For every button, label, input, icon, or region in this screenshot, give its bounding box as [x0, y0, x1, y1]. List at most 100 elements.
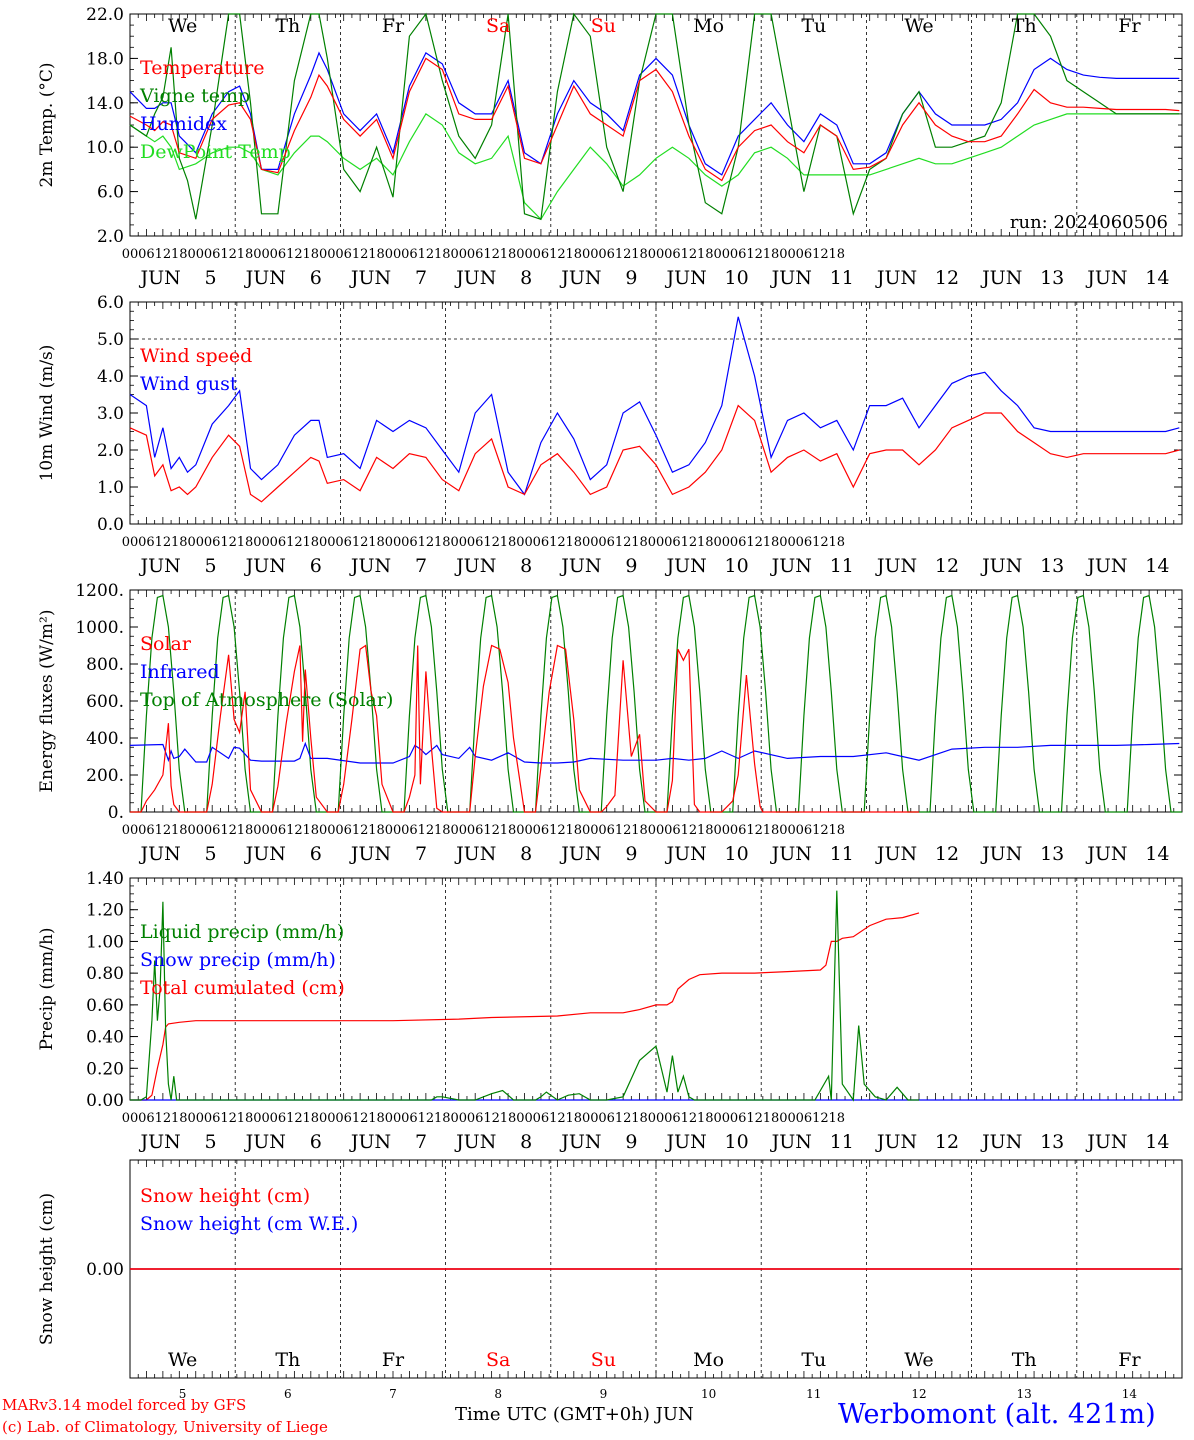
hour-label: 00	[516, 535, 533, 550]
hour-label: 12	[352, 535, 369, 550]
date-label: 14	[1122, 1387, 1138, 1401]
y-axis-label: Precip (mm/h)	[37, 927, 57, 1050]
date-label: 10	[725, 555, 749, 577]
hour-label: 00	[187, 1111, 204, 1126]
date-label: 12	[935, 843, 959, 865]
hour-label: 12	[220, 1111, 237, 1126]
date-label: 14	[1145, 1131, 1169, 1153]
hour-label: 00	[648, 1111, 665, 1126]
legend-entry: Top of Atmosphere (Solar)	[140, 689, 393, 711]
series-wind-gust	[129, 316, 1180, 496]
date-label: 11	[830, 555, 854, 577]
hour-label: 00	[582, 1111, 599, 1126]
hour-label: 06	[138, 1111, 155, 1126]
hour-label: 12	[220, 535, 237, 550]
hour-label: 00	[779, 535, 796, 550]
hour-label: 12	[352, 247, 369, 262]
y-tick-label: 1200.	[75, 581, 124, 601]
y-tick-label: 4.0	[97, 367, 124, 387]
date-label: 14	[1145, 267, 1169, 289]
hour-label: 12	[155, 247, 172, 262]
hour-label: 06	[204, 247, 221, 262]
date-label: 13	[1040, 843, 1064, 865]
y-tick-label: 3.0	[97, 404, 124, 424]
hour-label: 00	[122, 247, 139, 262]
hour-label: 12	[812, 535, 829, 550]
y-axis-label: Energy fluxes (W/m²)	[37, 610, 57, 793]
month-label: JUN	[559, 267, 601, 289]
hour-label: 06	[467, 535, 484, 550]
legend-entry: Snow height (cm W.E.)	[140, 1213, 358, 1235]
hour-label: 18	[368, 1111, 385, 1126]
hour-label: 00	[713, 1111, 730, 1126]
month-label: JUN	[454, 1131, 496, 1153]
hour-label: 12	[418, 1111, 435, 1126]
hour-label: 18	[303, 823, 320, 838]
month-label: JUN	[770, 1131, 812, 1153]
date-label: 9	[625, 555, 637, 577]
hour-label: 00	[450, 535, 467, 550]
y-tick-label: 1.40	[86, 869, 124, 889]
date-label: 5	[179, 1387, 187, 1401]
hour-label: 18	[237, 823, 254, 838]
month-label: JUN	[244, 267, 286, 289]
date-label: 9	[625, 267, 637, 289]
hour-label: 12	[746, 823, 763, 838]
month-label: JUN	[349, 267, 391, 289]
hour-label: 18	[368, 247, 385, 262]
hour-label: 00	[253, 247, 270, 262]
hour-label: 00	[779, 1111, 796, 1126]
hour-label: 00	[779, 823, 796, 838]
date-label: 10	[701, 1387, 716, 1401]
day-name: Fr	[1118, 1349, 1141, 1371]
hour-label: 12	[812, 247, 829, 262]
hour-label: 06	[598, 535, 615, 550]
hour-label: 06	[467, 823, 484, 838]
month-label: JUN	[770, 843, 812, 865]
hour-label: 00	[253, 823, 270, 838]
hour-label: 12	[549, 247, 566, 262]
hour-label: 06	[730, 1111, 747, 1126]
hour-label: 00	[516, 823, 533, 838]
day-name: Su	[591, 15, 616, 37]
series-humidex	[129, 51, 1180, 176]
date-label: 7	[415, 267, 427, 289]
month-label: JUN	[1085, 267, 1127, 289]
hour-label: 00	[319, 823, 336, 838]
hour-label: 12	[418, 247, 435, 262]
legend-entry: Infrared	[140, 661, 220, 683]
date-label: 12	[911, 1387, 926, 1401]
date-label: 5	[205, 267, 217, 289]
y-tick-label: 0.00	[86, 1260, 124, 1280]
hour-label: 06	[335, 1111, 352, 1126]
date-label: 8	[520, 843, 532, 865]
month-label: JUN	[664, 1131, 706, 1153]
y-tick-label: 14.0	[86, 94, 124, 114]
hour-label: 12	[352, 823, 369, 838]
date-label: 11	[830, 267, 854, 289]
y-tick-label: 10.0	[86, 138, 124, 158]
y-axis-label: 10m Wind (m/s)	[37, 345, 57, 482]
hour-label: 12	[418, 535, 435, 550]
hour-label: 18	[566, 535, 583, 550]
month-label: JUN	[875, 1131, 917, 1153]
hour-label: 06	[796, 535, 813, 550]
hour-label: 06	[796, 823, 813, 838]
y-tick-label: 0.00	[86, 1091, 124, 1111]
day-name: Th	[1012, 1349, 1037, 1371]
hour-label: 12	[746, 1111, 763, 1126]
date-label: 13	[1040, 555, 1064, 577]
station-name: Werbomont (alt. 421m)	[838, 1399, 1156, 1430]
hour-label: 18	[763, 1111, 780, 1126]
hour-label: 06	[270, 535, 287, 550]
hour-label: 12	[615, 247, 632, 262]
hour-label: 18	[829, 823, 846, 838]
hour-label: 18	[500, 823, 517, 838]
hour-label: 12	[286, 823, 303, 838]
month-label: JUN	[875, 267, 917, 289]
y-tick-label: 6.0	[97, 293, 124, 313]
hour-label: 06	[401, 247, 418, 262]
hour-label: 12	[681, 535, 698, 550]
hour-label: 12	[549, 535, 566, 550]
